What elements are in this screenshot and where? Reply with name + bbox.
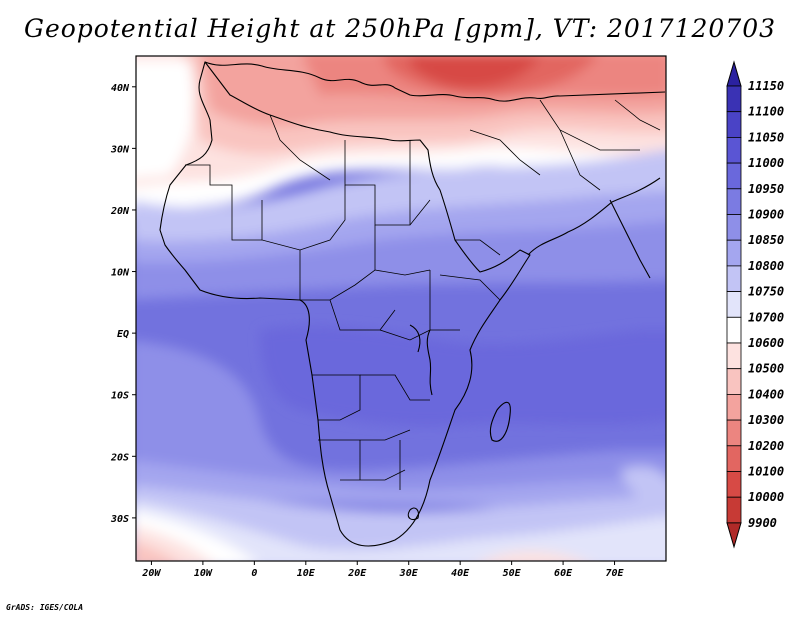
colorbar-arrow-bottom bbox=[726, 522, 742, 549]
x-tick-label: 10W bbox=[194, 568, 213, 579]
colorbar-box bbox=[726, 316, 742, 344]
geopotential-field bbox=[136, 56, 666, 561]
colorbar-label: 10200 bbox=[748, 439, 784, 453]
colorbar-label: 10500 bbox=[748, 362, 784, 376]
y-tick-label: EQ bbox=[117, 329, 129, 340]
colorbar-box bbox=[726, 445, 742, 472]
colorbar-box bbox=[726, 496, 742, 524]
colorbar-box bbox=[726, 136, 742, 164]
colorbar-label: 10400 bbox=[748, 387, 784, 401]
x-tick-label: 20E bbox=[347, 568, 367, 579]
x-tick-label: 70E bbox=[606, 568, 625, 579]
colorbar-label: 10850 bbox=[748, 233, 784, 247]
y-tick-label: 30S bbox=[110, 514, 129, 525]
x-tick-label: 60E bbox=[554, 568, 573, 579]
colorbar-label: 9900 bbox=[748, 516, 777, 530]
colorbar-label: 11150 bbox=[748, 79, 784, 93]
colorbar-box bbox=[726, 111, 742, 138]
colorbar-box bbox=[726, 368, 742, 395]
colorbar-label: 10800 bbox=[748, 259, 784, 273]
x-axis: 20W 10W 0 10E 20E 30E 40E 50E 60E 70E bbox=[141, 561, 625, 579]
colorbar-box bbox=[726, 162, 742, 190]
y-axis: 40N 30N 20N 10N EQ 10S 20S 30S bbox=[110, 83, 136, 525]
colorbar-box bbox=[726, 393, 742, 421]
y-tick-label: 20S bbox=[110, 452, 129, 463]
y-tick-label: 20N bbox=[110, 206, 130, 217]
colorbar-label: 10700 bbox=[748, 310, 784, 324]
map-frame bbox=[135, 55, 667, 562]
colorbar-box bbox=[726, 419, 742, 447]
colorbar-label: 10000 bbox=[748, 490, 784, 504]
y-tick-label: 10N bbox=[111, 268, 130, 279]
y-tick-label: 40N bbox=[111, 83, 130, 94]
colorbar-box bbox=[726, 291, 742, 318]
colorbar-arrow-top bbox=[726, 60, 742, 87]
country-borders bbox=[185, 99, 661, 490]
colorbar-label: 10600 bbox=[748, 336, 784, 350]
colorbar-box bbox=[726, 342, 742, 370]
colorbar-label: 10750 bbox=[748, 285, 784, 299]
footer-credit: GrADS: IGES/COLA bbox=[6, 603, 84, 612]
colorbar-box bbox=[726, 471, 742, 498]
x-tick-label: 50E bbox=[503, 568, 522, 579]
colorbar-box bbox=[726, 214, 742, 241]
x-tick-label: 0 bbox=[251, 568, 257, 579]
y-tick-label: 10S bbox=[111, 391, 129, 402]
chart-title: Geopotential Height at 250hPa [gpm], VT:… bbox=[23, 14, 777, 43]
colorbar-box bbox=[726, 239, 742, 267]
colorbar-label: 11000 bbox=[748, 156, 784, 170]
x-tick-label: 40E bbox=[451, 568, 470, 579]
x-tick-label: 10E bbox=[297, 568, 316, 579]
colorbar-label: 11100 bbox=[748, 105, 784, 119]
colorbar-label: 10300 bbox=[748, 413, 784, 427]
colorbar-label: 10100 bbox=[748, 465, 784, 479]
colorbar-box bbox=[726, 85, 742, 113]
coastlines bbox=[159, 61, 666, 547]
x-tick-label: 30E bbox=[399, 568, 419, 579]
colorbar-label: 10950 bbox=[748, 182, 784, 196]
colorbar-label: 11050 bbox=[748, 130, 784, 144]
colorbar-box bbox=[726, 188, 742, 215]
colorbar-box bbox=[726, 265, 742, 292]
colorbar-label: 10900 bbox=[748, 208, 784, 222]
y-tick-label: 30N bbox=[110, 144, 130, 155]
x-tick-label: 20W bbox=[141, 568, 161, 579]
